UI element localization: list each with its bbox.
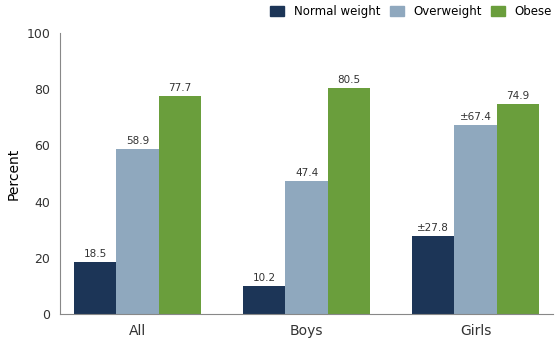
Text: 10.2: 10.2 (253, 273, 276, 283)
Text: 80.5: 80.5 (337, 75, 361, 85)
Bar (412, 236, 455, 314)
Bar (158, 96, 201, 314)
Text: ±27.8: ±27.8 (417, 223, 449, 233)
Bar (74, 262, 116, 314)
Bar (243, 286, 286, 314)
Y-axis label: Percent: Percent (7, 148, 21, 200)
Bar (497, 104, 539, 314)
Text: 18.5: 18.5 (83, 249, 107, 259)
Legend: Normal weight, Overweight, Obese: Normal weight, Overweight, Obese (270, 5, 552, 18)
Bar (116, 149, 158, 314)
Text: 74.9: 74.9 (506, 91, 529, 101)
Text: 77.7: 77.7 (168, 83, 192, 93)
Bar (455, 125, 497, 314)
Bar (328, 88, 370, 314)
Text: ±67.4: ±67.4 (460, 112, 492, 122)
Text: 47.4: 47.4 (295, 168, 318, 178)
Bar (286, 181, 328, 314)
Text: 58.9: 58.9 (126, 136, 149, 146)
